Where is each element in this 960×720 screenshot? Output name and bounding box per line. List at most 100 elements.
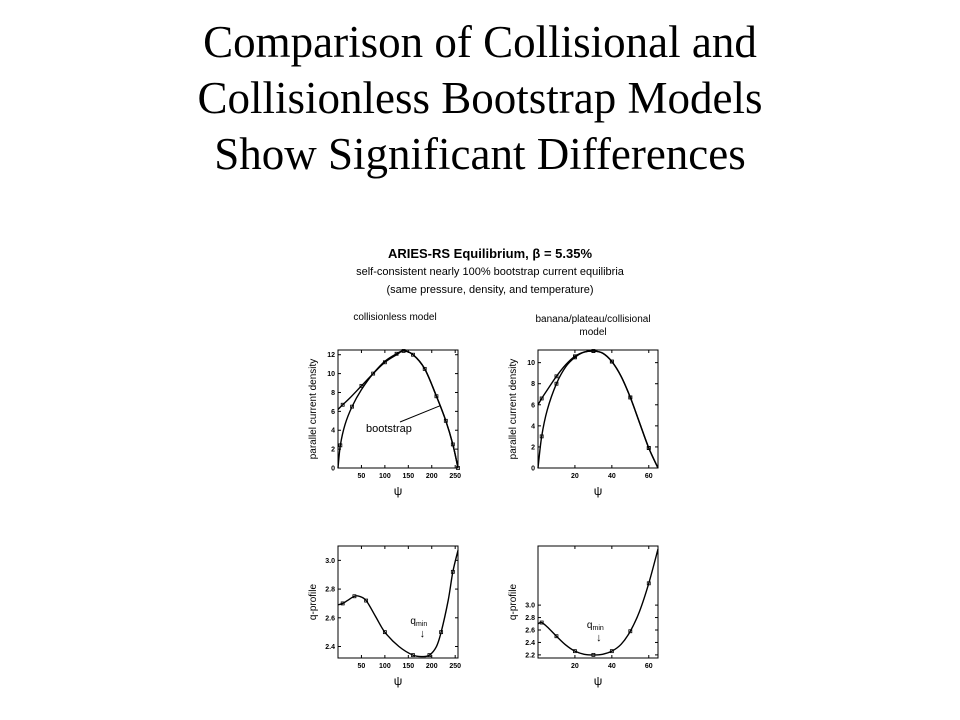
y-tick-label: 12: [327, 352, 335, 359]
y-tick-label: 0: [531, 466, 535, 473]
series-q-line: [537, 548, 659, 656]
data-point: [591, 349, 596, 353]
qmin-arrow: ↓: [420, 628, 426, 640]
x-tick-label: 60: [645, 473, 653, 480]
y-tick-label: 2.8: [525, 615, 535, 622]
bootstrap-pointer: [399, 405, 441, 423]
data-point: [539, 396, 544, 401]
chart-tr: 20 40 60 0 2 4 6 8 10 ψ parallel current density: [508, 349, 659, 498]
y-axis-label: q-profile: [508, 584, 519, 621]
x-tick-label: 40: [608, 663, 616, 670]
slide-title-line-1: Comparison of Collisional and: [203, 17, 757, 67]
slide-title-line-2: Collisionless Bootstrap Models: [197, 73, 763, 123]
qmin-subscript: min: [416, 621, 427, 628]
figure-title: ARIES-RS Equilibrium, β = 5.35%: [387, 246, 593, 261]
y-tick-label: 6: [531, 402, 535, 409]
series-q-line: [337, 550, 459, 658]
series-bootstrap-line: [537, 350, 659, 469]
data-point: [359, 383, 364, 388]
y-tick-label: 10: [327, 371, 335, 378]
data-point: [434, 394, 439, 399]
right-panel-label-2: model: [579, 327, 607, 338]
data-point: [539, 434, 544, 439]
data-point: [394, 351, 399, 356]
y-tick-label: 6: [331, 409, 335, 416]
slide-title: Comparison of Collisional and Collisionl…: [0, 14, 960, 182]
y-tick-label: 10: [527, 360, 535, 367]
y-tick-label: 2.6: [325, 615, 335, 622]
data-point: [382, 630, 387, 635]
x-tick-label: 40: [608, 473, 616, 480]
qmin-annotation: qmin: [587, 620, 604, 632]
data-point: [609, 359, 614, 364]
plot-frame: [537, 349, 659, 469]
data-point: [573, 355, 577, 360]
data-point: [350, 404, 354, 409]
x-tick-label: 20: [571, 663, 579, 670]
x-axis-label: ψ: [594, 674, 603, 688]
x-tick-label: 100: [379, 663, 391, 670]
data-point: [646, 581, 651, 586]
x-tick-label: 200: [426, 663, 438, 670]
data-point: [371, 371, 376, 376]
x-axis-label: ψ: [394, 484, 403, 498]
series-bootstrap-line: [337, 350, 459, 469]
figure-subtitle-1: self-consistent nearly 100% bootstrap cu…: [356, 266, 624, 278]
data-point: [646, 446, 651, 450]
y-tick-label: 2.4: [525, 640, 535, 647]
y-axis-label: parallel current density: [308, 359, 319, 460]
y-tick-label: 2: [531, 444, 535, 451]
x-tick-label: 50: [358, 473, 366, 480]
data-point: [554, 381, 559, 386]
y-tick-label: 2.6: [525, 628, 535, 635]
plot-frame: [537, 545, 659, 659]
plot-frame: [337, 545, 459, 659]
data-point: [609, 649, 614, 654]
y-tick-label: 8: [331, 390, 335, 397]
data-point: [591, 652, 596, 657]
data-point: [427, 653, 432, 658]
x-tick-label: 250: [449, 663, 461, 670]
data-point: [422, 366, 427, 371]
chart-tl: 50 100 150 200 250 0 2 4 6 8 10 12 ψ parallel current…: [308, 349, 461, 498]
y-tick-label: 0: [331, 466, 335, 473]
data-point: [539, 620, 544, 625]
y-axis-label: q-profile: [308, 584, 319, 621]
plot-frame: [337, 349, 459, 469]
slide-title-line-3: Show Significant Differences: [214, 129, 746, 179]
x-tick-label: 200: [426, 473, 438, 480]
right-panel-label-1: banana/plateau/collisional: [535, 314, 651, 325]
y-tick-label: 3.0: [325, 558, 335, 565]
series-total-line: [537, 350, 659, 469]
data-point: [411, 653, 415, 658]
data-point: [554, 374, 559, 379]
data-point: [338, 443, 343, 448]
qmin-subscript: min: [592, 625, 603, 632]
data-point: [573, 649, 577, 654]
y-tick-label: 2.4: [325, 644, 335, 651]
data-point: [340, 402, 345, 407]
x-axis-label: ψ: [594, 484, 603, 498]
x-tick-label: 20: [571, 473, 579, 480]
chart-bl: 50 100 150 200 250 2.4 2.6 2.8 3.0 ψ q-profile qmin…: [308, 545, 461, 688]
chart-br: 20 40 60 2.2 2.4 2.6 2.8 3.0 ψ q-profile qmin↓: [508, 545, 659, 688]
data-point: [364, 598, 369, 603]
y-tick-label: 3.0: [525, 603, 535, 610]
y-axis-label: parallel current density: [508, 359, 519, 460]
x-tick-label: 250: [449, 473, 461, 480]
figure-subtitle-2: (same pressure, density, and temperature…: [386, 284, 594, 296]
series-total-line: [337, 350, 459, 469]
x-tick-label: 50: [358, 663, 366, 670]
x-axis-label: ψ: [394, 674, 403, 688]
data-point: [439, 630, 444, 635]
qmin-arrow: ↓: [596, 632, 602, 644]
left-panel-label: collisionless model: [353, 312, 437, 323]
y-tick-label: 4: [531, 423, 535, 430]
y-tick-label: 2.8: [325, 587, 335, 594]
y-tick-label: 4: [331, 428, 335, 435]
figure: ARIES-RS Equilibrium, β = 5.35% self-con…: [290, 232, 690, 720]
x-tick-label: 100: [379, 473, 391, 480]
data-point: [450, 569, 455, 574]
data-point: [340, 601, 345, 606]
